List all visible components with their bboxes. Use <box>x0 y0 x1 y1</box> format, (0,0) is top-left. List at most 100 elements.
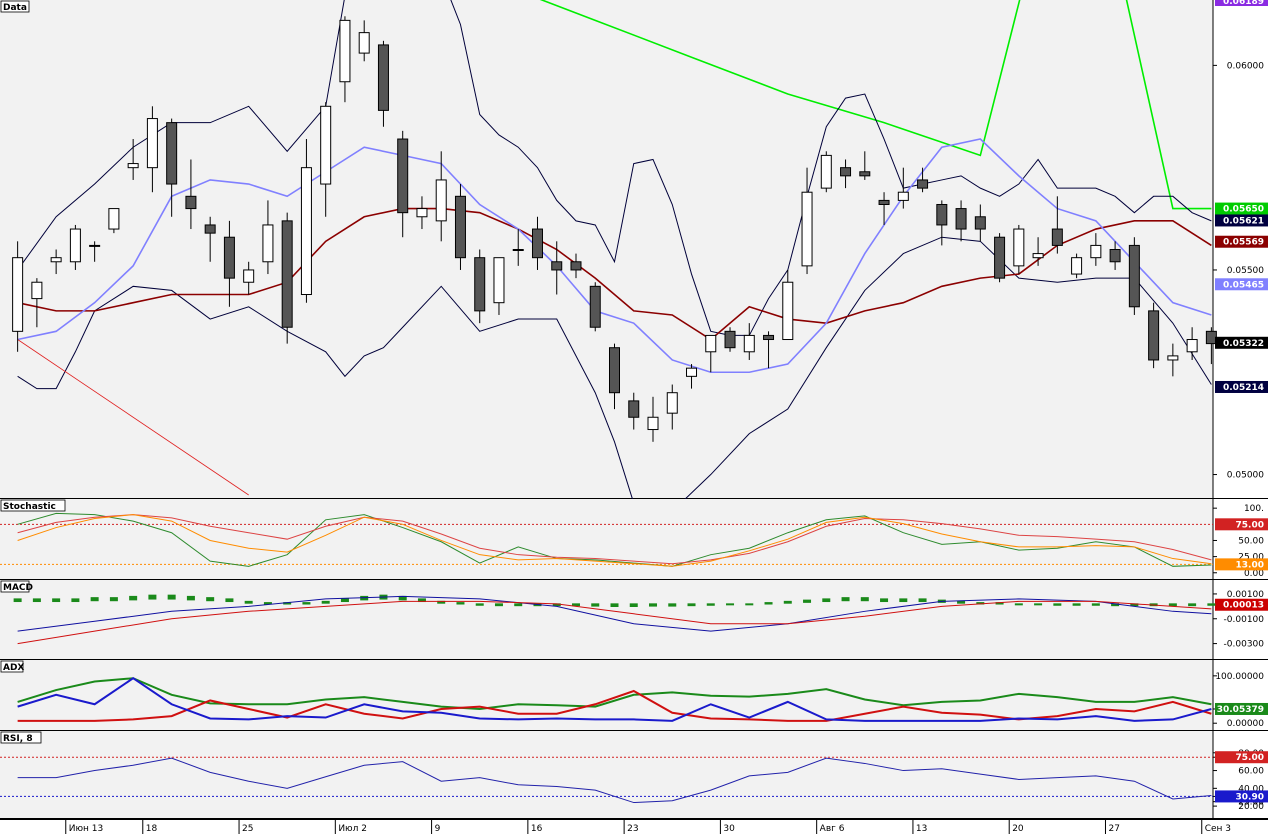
candle-body <box>416 208 428 218</box>
candle-body <box>204 224 216 234</box>
macd-bar <box>649 603 658 607</box>
y-tick-label: -0.00100 <box>1224 615 1265 625</box>
candle <box>551 241 563 295</box>
price-tag <box>1215 278 1268 291</box>
macd-bar <box>109 597 118 602</box>
panel-background <box>0 499 1213 580</box>
candle <box>358 20 370 62</box>
candle-body <box>570 261 582 271</box>
y-tick-label: 0.05000 <box>1227 471 1264 481</box>
candle-body <box>69 228 81 263</box>
macd-bar <box>1207 603 1216 606</box>
candle <box>1090 233 1102 266</box>
series-line <box>17 677 1212 711</box>
panel-2: 0.001000.00013-0.00100-0.00300MACD0.0001… <box>0 580 1268 661</box>
y-tick-label: 0.00000 <box>1227 719 1264 729</box>
y-tick-label: 60.00 <box>1238 767 1264 777</box>
panel-title-box <box>0 0 30 13</box>
candle-body <box>724 330 736 349</box>
candle <box>12 241 24 352</box>
macd-bar <box>687 603 696 607</box>
candle-body <box>1032 253 1044 259</box>
candle <box>281 212 293 344</box>
macd-bar <box>1168 603 1177 607</box>
price-tag <box>1215 235 1268 248</box>
macd-bar <box>302 602 311 605</box>
price-tag-label: 0.05621 <box>1223 216 1264 226</box>
candle-body <box>300 167 312 296</box>
price-tag-label: 0.05650 <box>1223 205 1264 215</box>
candle-body <box>1167 355 1179 361</box>
macd-bar <box>1053 603 1062 606</box>
candle <box>512 229 524 266</box>
macd-bar <box>745 603 754 606</box>
series-line <box>17 757 1212 804</box>
candle <box>1013 224 1025 275</box>
candle-body <box>1013 228 1025 267</box>
candle-body <box>897 191 909 201</box>
level-tag-label: 30.90 <box>1236 792 1264 802</box>
candle-body <box>146 118 158 169</box>
y-tick-label: 0.06000 <box>1227 61 1264 71</box>
candle-body <box>782 281 794 341</box>
candle-body <box>974 216 986 230</box>
candle <box>1032 237 1044 266</box>
candle <box>204 216 216 262</box>
candle-body <box>89 244 101 247</box>
macd-bar <box>860 597 869 602</box>
candle-body <box>1071 257 1083 275</box>
macd-bar <box>514 603 523 607</box>
candle-body <box>878 199 890 205</box>
candle-body <box>840 167 852 177</box>
x-tick-label: 30 <box>723 824 735 834</box>
level-tag <box>1215 790 1268 803</box>
x-tick-label: 27 <box>1108 824 1119 834</box>
candle <box>531 216 543 270</box>
candle-body <box>377 44 389 111</box>
x-tick-label: 23 <box>627 824 638 834</box>
macd-bar <box>571 603 580 607</box>
candle <box>1167 343 1179 377</box>
axis-background <box>1213 580 1268 660</box>
candle <box>454 184 466 270</box>
candle-body <box>320 105 332 185</box>
y-tick-label: 0.00100 <box>1227 590 1264 600</box>
candle <box>724 327 736 352</box>
candle-body <box>435 179 447 222</box>
candle <box>89 241 101 262</box>
candle-body <box>31 281 43 300</box>
candle <box>146 106 158 193</box>
macd-bar <box>995 602 1004 605</box>
candle-body <box>859 171 871 177</box>
candle <box>435 151 447 242</box>
series-line <box>17 600 1212 645</box>
candle <box>416 196 428 230</box>
y-tick-label: 0.05500 <box>1227 266 1264 276</box>
macd-bar <box>1034 603 1043 606</box>
candle <box>127 139 139 180</box>
candle-body <box>917 179 929 189</box>
candle <box>1051 196 1063 254</box>
y-tick-label: 0.00 <box>1244 569 1264 579</box>
y-tick-label: 40.00 <box>1238 784 1264 794</box>
candle-body <box>936 203 948 226</box>
candle <box>647 396 659 442</box>
macd-bar <box>552 603 561 607</box>
macd-bar <box>706 603 715 606</box>
candle <box>589 282 601 332</box>
price-tag <box>1215 380 1268 393</box>
candle <box>686 364 698 389</box>
macd-bar <box>321 600 330 604</box>
candle <box>300 139 312 303</box>
macd-bar <box>1111 603 1120 607</box>
candle-body <box>994 236 1006 279</box>
candle-body <box>243 269 255 283</box>
x-tick-label: 18 <box>146 824 158 834</box>
macd-bar <box>32 598 41 603</box>
candle <box>339 16 351 103</box>
level-tag-label: 75.00 <box>1236 520 1264 530</box>
candle-body <box>1205 330 1217 345</box>
macd-bar <box>629 603 638 607</box>
